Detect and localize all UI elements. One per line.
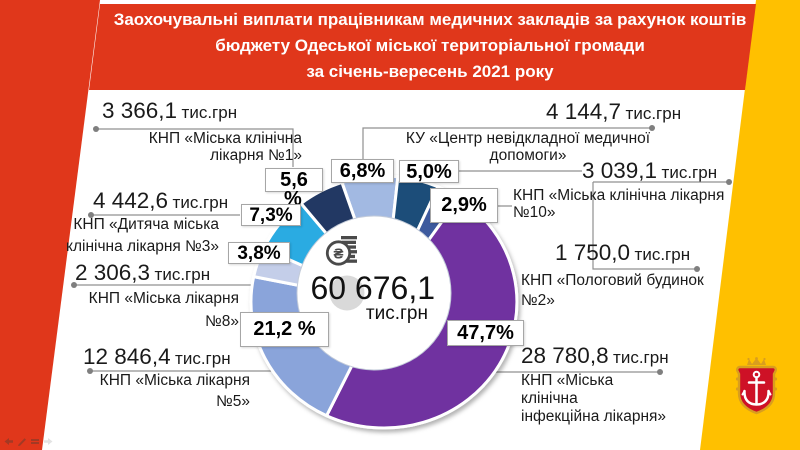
- svg-text:₴: ₴: [333, 246, 343, 263]
